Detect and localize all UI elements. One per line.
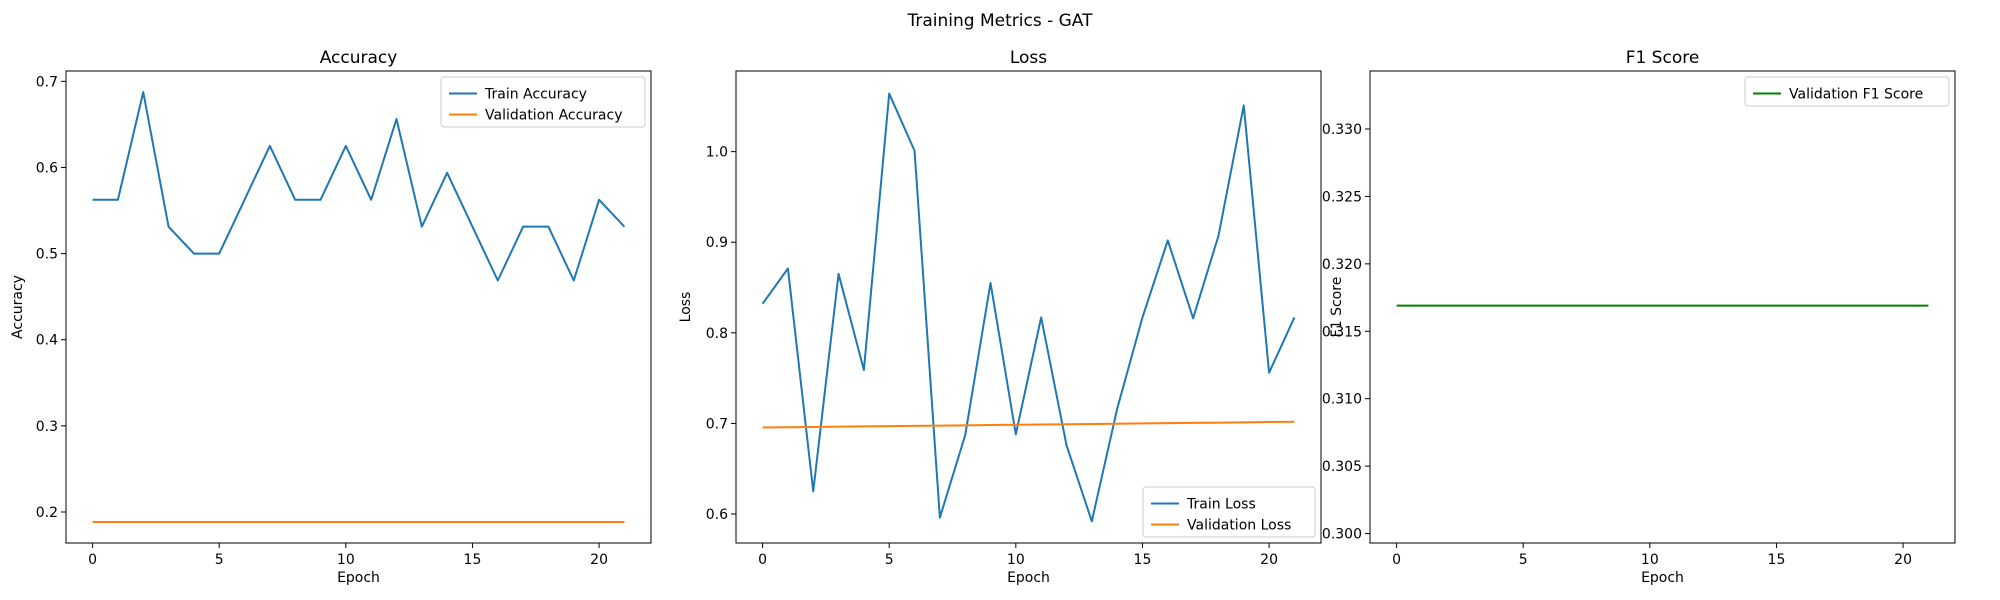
panel-f1-score-xtick-label: 15 — [1768, 552, 1786, 568]
panel-f1-score-title: F1 Score — [1626, 48, 1700, 68]
panel-accuracy-xtick-label: 5 — [215, 552, 224, 568]
panel-loss-xtick-label: 15 — [1134, 552, 1152, 568]
panel-loss-series-train-loss — [761, 92, 1296, 523]
panel-loss-axes-frame — [735, 70, 1322, 544]
panel-accuracy-xlabel: Epoch — [337, 570, 380, 586]
panel-f1-score: F1 Score Epoch F1 Score 0 5 10 15 20 0.300 0.305 0… — [1322, 48, 1956, 586]
panel-accuracy-ytick-label: 0.7 — [36, 74, 58, 90]
panel-f1-score-ytick-label: 0.320 — [1322, 257, 1362, 273]
panel-f1-score-legend: Validation F1 Score — [1744, 76, 1950, 107]
panel-f1-score-ytick-label: 0.325 — [1322, 189, 1362, 205]
panel-f1-score-xtick-label: 0 — [1392, 552, 1401, 568]
panel-accuracy-ytick-label: 0.2 — [36, 505, 58, 521]
panel-loss-ytick-label: 0.7 — [706, 416, 728, 432]
panel-f1-score-xtick-label: 20 — [1894, 552, 1912, 568]
panel-accuracy-ytick-label: 0.6 — [36, 160, 58, 176]
panel-f1-score-xlabel: Epoch — [1641, 570, 1684, 586]
panel-f1-score-legend-box — [1744, 76, 1950, 107]
panel-f1-score-legend-label: Validation F1 Score — [1789, 87, 1923, 103]
panel-loss-xtick-label: 0 — [758, 552, 767, 568]
panel-accuracy-ytick-label: 0.3 — [36, 419, 58, 435]
panel-loss-xtick-label: 10 — [1007, 552, 1025, 568]
panel-loss-xtick-label: 5 — [885, 552, 894, 568]
panel-f1-score-xtick-label: 10 — [1641, 552, 1659, 568]
panel-f1-score-ytick-label: 0.310 — [1322, 392, 1362, 408]
panel-loss-ytick-label: 0.9 — [706, 235, 728, 251]
panel-loss: Loss Epoch Loss 0 5 10 15 20 0.6 0.7 0.8 0.9 1.0 Trai… — [678, 48, 1322, 586]
panel-loss-ylabel: Loss — [678, 292, 694, 323]
panel-accuracy-legend: Train Accuracy Validation Accuracy — [440, 76, 646, 128]
panel-loss-ytick-label: 1.0 — [706, 145, 728, 161]
panel-f1-score-ytick-label: 0.305 — [1322, 459, 1362, 475]
panel-accuracy-legend-box — [440, 76, 646, 128]
panel-f1-score-ylabel: F1 Score — [1329, 277, 1345, 338]
panel-f1-score-axes-frame — [1369, 70, 1956, 544]
panel-accuracy-xtick-label: 10 — [337, 552, 355, 568]
panel-accuracy-legend-label: Train Accuracy — [484, 87, 587, 103]
panel-loss-xlabel: Epoch — [1007, 570, 1050, 586]
panel-accuracy-ytick-label: 0.4 — [36, 333, 58, 349]
panel-accuracy-axes-frame — [65, 70, 652, 544]
panel-accuracy-legend-label: Validation Accuracy — [485, 108, 623, 124]
panel-accuracy-ylabel: Accuracy — [10, 275, 26, 339]
panel-accuracy-xtick-label: 0 — [88, 552, 97, 568]
panel-accuracy-ytick-label: 0.5 — [36, 247, 58, 263]
panel-loss-legend-box — [1142, 486, 1316, 538]
panel-accuracy-series-train-accuracy — [92, 91, 626, 282]
panel-loss-ytick-label: 0.6 — [706, 507, 728, 523]
panel-loss-ytick-label: 0.8 — [706, 326, 728, 342]
panel-f1-score-ytick-label: 0.300 — [1322, 527, 1362, 543]
panel-f1-score-ytick-label: 0.330 — [1322, 122, 1362, 138]
panel-accuracy-xtick-label: 15 — [464, 552, 482, 568]
panel-accuracy: Accuracy Epoch Accuracy 0 5 10 15 20 0.2 0.3 0.4 0.… — [10, 48, 652, 586]
panel-f1-score-xtick-label: 5 — [1519, 552, 1528, 568]
panel-accuracy-title: Accuracy — [320, 48, 398, 68]
panel-loss-legend: Train Loss Validation Loss — [1142, 486, 1316, 538]
panel-loss-title: Loss — [1010, 48, 1047, 68]
figure-suptitle: Training Metrics - GAT — [907, 11, 1094, 31]
panel-loss-legend-label: Validation Loss — [1187, 518, 1291, 534]
panel-accuracy-xtick-label: 20 — [590, 552, 608, 568]
panel-loss-xtick-label: 20 — [1260, 552, 1278, 568]
panel-loss-legend-label: Train Loss — [1186, 497, 1256, 513]
panel-f1-score-ytick-label: 0.315 — [1322, 324, 1362, 340]
panel-loss-series-validation-loss — [762, 420, 1295, 429]
